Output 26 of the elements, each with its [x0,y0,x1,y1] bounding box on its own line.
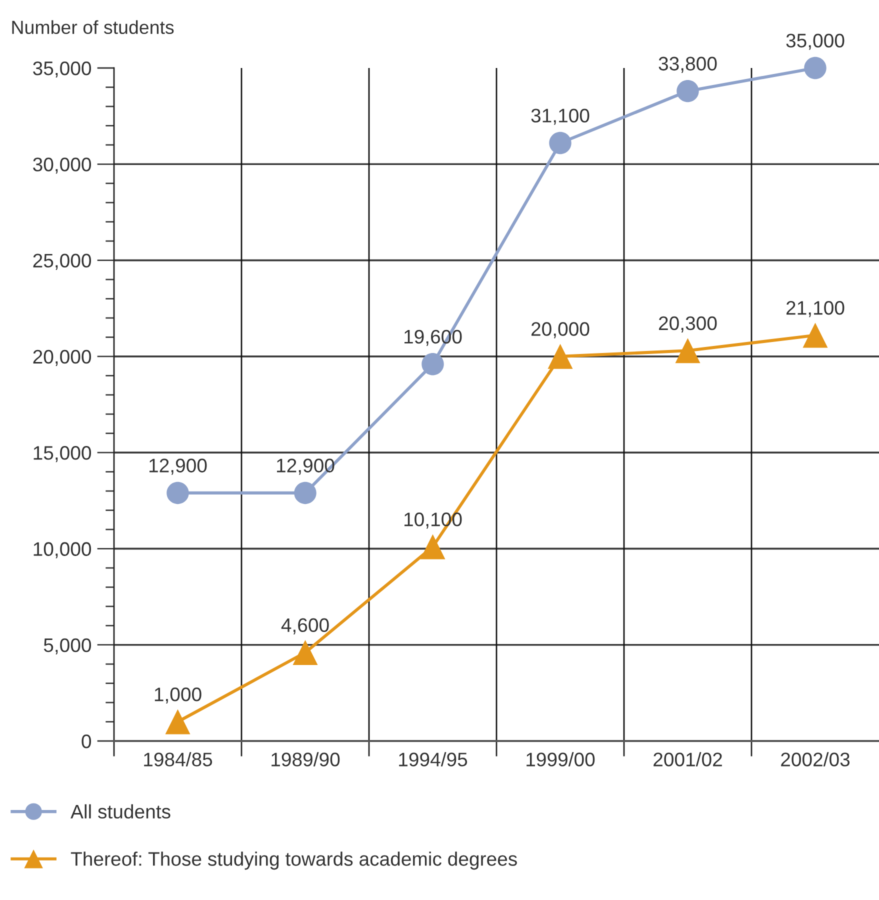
data-label: 31,100 [531,108,590,125]
x-tick-label: 1999/00 [526,752,595,766]
y-tick-label: 30,000 [33,158,92,174]
data-label: 20,000 [531,322,590,338]
data-label: 21,100 [786,301,844,318]
x-tick-label: 2002/03 [781,752,850,766]
legend-label: Thereof: Those studying towards academic degrees [70,852,517,870]
x-tick-label: 1984/85 [144,752,212,766]
data-label: 35,000 [786,34,844,50]
data-label: 4,600 [281,618,329,634]
data-label: 33,800 [658,56,717,73]
y-axis-title: Number of students [12,20,174,34]
x-tick-label: 2001/02 [654,752,722,766]
data-label: 12,900 [150,458,207,475]
y-tick-label: 0 [82,734,92,748]
data-label: 1,000 [154,687,202,704]
x-tick-label: 1994/95 [399,752,468,766]
y-tick-label: 20,000 [33,350,92,366]
y-tick-label: 35,000 [33,61,92,78]
data-label: 20,300 [658,316,717,332]
y-tick-label: 5,000 [44,638,92,654]
y-tick-label: 15,000 [34,446,92,462]
y-tick-label: 10,000 [34,542,92,558]
y-tick-label: 25,000 [33,254,92,270]
legend-label: All students [70,804,170,819]
x-tick-label: 1989/90 [272,752,340,766]
